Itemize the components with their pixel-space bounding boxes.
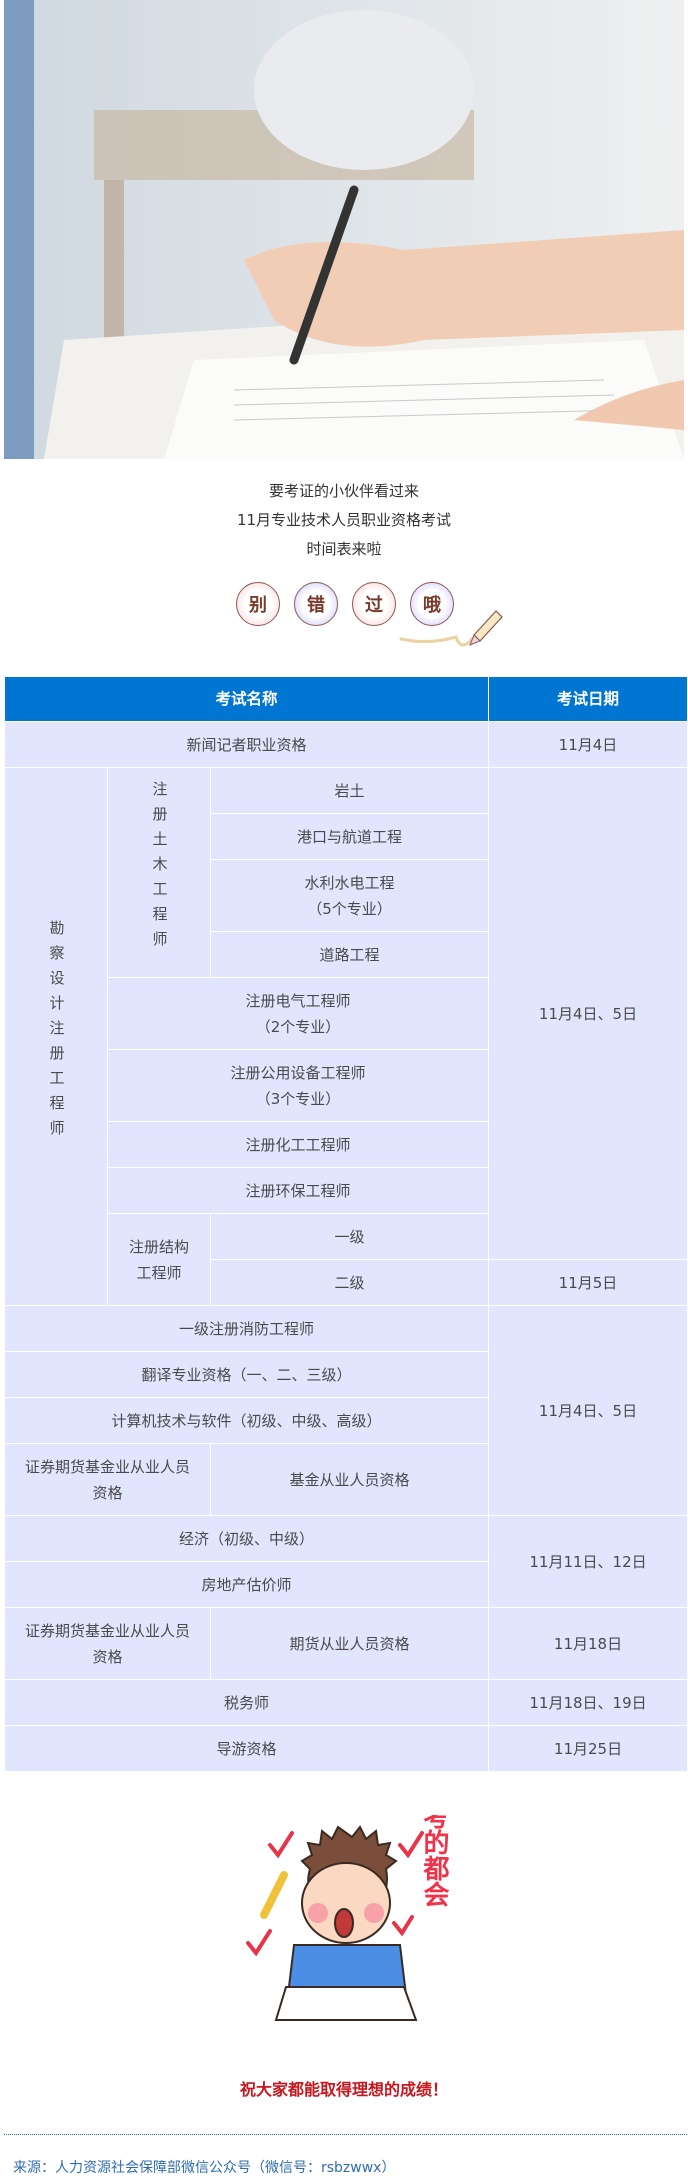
exam-name-line: （5个专业） <box>307 899 392 918</box>
exam-name: 一级 <box>210 1213 489 1260</box>
group-line: 资格 <box>92 1483 123 1502</box>
intro-line-1: 要考证的小伙伴看过来 <box>268 482 419 500</box>
exam-name-line: （3个专业） <box>255 1089 341 1108</box>
exam-date: 11月11日、12日 <box>488 1515 688 1608</box>
table-row: 道路工程 <box>5 931 688 978</box>
exam-name: 岩土 <box>210 767 489 814</box>
table-row: 二级 11月5日 <box>5 1259 688 1306</box>
subgroup-line: 注册结构 <box>128 1237 189 1256</box>
table-row: 注册结构工程师 一级 <box>5 1213 688 1306</box>
exam-name: 翻译专业资格（一、二、三级） <box>4 1351 489 1398</box>
exam-date: 11月4日、5日 <box>488 1305 688 1516</box>
table-row: 注册公用设备工程师 （3个专业） <box>5 1049 688 1122</box>
exam-name-line: （2个专业） <box>255 1017 341 1036</box>
intro-line-2: 11月专业技术人员职业资格考试 <box>236 511 452 529</box>
exam-date: 11月5日 <box>488 1259 688 1306</box>
exam-name: 注册电气工程师 （2个专业） <box>107 977 489 1050</box>
exam-name: 房地产估价师 <box>4 1561 489 1608</box>
exam-name-line: 注册电气工程师 <box>245 991 351 1010</box>
badge-circle: 过 <box>352 582 396 626</box>
group-label: 勘察设计注册工程师 <box>47 920 66 1145</box>
exam-name: 注册公用设备工程师 （3个专业） <box>107 1049 489 1122</box>
group-line: 证券期货基金业从业人员 <box>24 1621 190 1640</box>
exam-date: 11月18日 <box>488 1607 688 1680</box>
badge-circle: 错 <box>294 582 338 626</box>
exam-name: 道路工程 <box>210 931 489 978</box>
subgroup-line: 工程师 <box>136 1263 182 1282</box>
table-header-row: 考试名称 考试日期 <box>4 676 688 722</box>
table-row: 税务师 11月18日、19日 <box>4 1679 688 1726</box>
exam-group: 证券期货基金业从业人员 资格 <box>4 1443 211 1516</box>
header-exam-name: 考试名称 <box>4 676 489 722</box>
exam-name: 新闻记者职业资格 <box>4 721 489 768</box>
header-exam-date: 考试日期 <box>488 676 688 722</box>
exam-subgroup: 注册土木工程师 <box>107 767 211 978</box>
cartoon-student-sticker: 考的都会 <box>246 1815 450 2021</box>
exam-date: 11月4日、5日 <box>488 767 688 1260</box>
exam-name: 税务师 <box>4 1679 489 1726</box>
group-line: 证券期货基金业从业人员 <box>24 1457 190 1476</box>
source-credit: 来源：人力资源社会保障部微信公众号（微信号：rsbzwwx） <box>13 2160 396 2176</box>
exam-name: 港口与航道工程 <box>210 813 489 860</box>
exam-name: 二级 <box>210 1259 489 1306</box>
table-row: 导游资格 11月25日 <box>4 1725 688 1772</box>
sticker-text: 考的都会 <box>419 1815 450 1908</box>
badge-circle: 哦 <box>410 582 454 626</box>
exam-writing-photo <box>4 0 684 459</box>
exam-date: 11月18日、19日 <box>488 1679 688 1726</box>
table-row: 新闻记者职业资格 11月4日 <box>4 721 688 768</box>
table-row: 证券期货基金业从业人员 资格 期货从业人员资格 11月18日 <box>4 1607 688 1680</box>
pencil-icon <box>399 610 503 647</box>
table-row: 注册环保工程师 <box>5 1167 688 1214</box>
table-row: 港口与航道工程 <box>5 813 688 860</box>
exam-group: 证券期货基金业从业人员 资格 <box>4 1607 211 1680</box>
table-row: 注册电气工程师 （2个专业） <box>5 977 688 1050</box>
exam-group: 勘察设计注册工程师 <box>4 767 108 1306</box>
exam-name: 导游资格 <box>4 1725 489 1772</box>
table-row: 计算机技术与软件（初级、中级、高级） <box>4 1397 688 1444</box>
exam-name: 计算机技术与软件（初级、中级、高级） <box>4 1397 489 1444</box>
dotted-divider <box>4 2134 687 2135</box>
table-row: 勘察设计注册工程师 注册土木工程师 岩土 11月4日、5日 <box>4 767 688 1306</box>
exam-name: 基金从业人员资格 <box>210 1443 489 1516</box>
table-row: 注册化工工程师 <box>5 1121 688 1168</box>
table-row: 经济（初级、中级） 11月11日、12日 <box>4 1515 688 1608</box>
exam-subgroup: 注册结构 工程师 <box>107 1213 211 1306</box>
exam-name-line: 注册公用设备工程师 <box>230 1063 366 1082</box>
table-row: 翻译专业资格（一、二、三级） <box>4 1351 688 1398</box>
badge-circle: 别 <box>236 582 280 626</box>
table-row: 房地产估价师 <box>4 1561 688 1608</box>
wish-message: 祝大家都能取得理想的成绩！ <box>239 2080 448 2099</box>
exam-name: 期货从业人员资格 <box>210 1607 489 1680</box>
exam-name: 一级注册消防工程师 <box>4 1305 489 1352</box>
exam-name: 水利水电工程 （5个专业） <box>210 859 489 932</box>
exam-name: 经济（初级、中级） <box>4 1515 489 1562</box>
table-row: 水利水电工程 （5个专业） <box>5 859 688 932</box>
intro-line-3: 时间表来啦 <box>306 540 382 558</box>
exam-schedule-table: 考试名称 考试日期 新闻记者职业资格 11月4日 勘察设计注册工程师 注册土木工… <box>4 676 688 1772</box>
group-line: 资格 <box>92 1647 123 1666</box>
exam-name-line: 水利水电工程 <box>304 873 395 892</box>
exam-name: 注册环保工程师 <box>107 1167 489 1214</box>
exam-date: 11月4日 <box>488 721 688 768</box>
subgroup-label: 注册土木工程师 <box>150 781 169 956</box>
exam-name: 注册化工工程师 <box>107 1121 489 1168</box>
table-row: 一级注册消防工程师 11月4日、5日 <box>4 1305 688 1516</box>
exam-date: 11月25日 <box>488 1725 688 1772</box>
